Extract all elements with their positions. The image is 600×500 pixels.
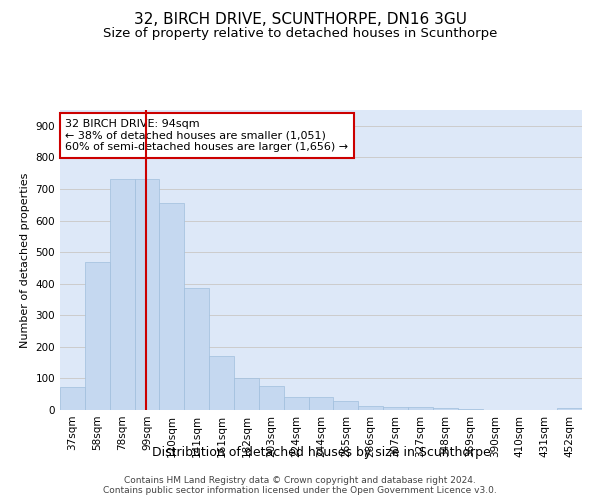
Bar xyxy=(358,406,383,410)
Text: 32, BIRCH DRIVE, SCUNTHORPE, DN16 3GU: 32, BIRCH DRIVE, SCUNTHORPE, DN16 3GU xyxy=(133,12,467,28)
Text: Distribution of detached houses by size in Scunthorpe: Distribution of detached houses by size … xyxy=(152,446,490,459)
Bar xyxy=(383,407,408,410)
Bar xyxy=(284,398,308,410)
Bar xyxy=(557,408,582,410)
Bar xyxy=(458,408,482,410)
Bar xyxy=(334,402,358,410)
Bar xyxy=(209,356,234,410)
Bar xyxy=(160,203,184,410)
Y-axis label: Number of detached properties: Number of detached properties xyxy=(20,172,30,348)
Bar xyxy=(308,398,334,410)
Bar xyxy=(184,288,209,410)
Text: 32 BIRCH DRIVE: 94sqm
← 38% of detached houses are smaller (1,051)
60% of semi-d: 32 BIRCH DRIVE: 94sqm ← 38% of detached … xyxy=(65,119,349,152)
Bar xyxy=(134,180,160,410)
Bar xyxy=(433,408,458,410)
Bar xyxy=(234,378,259,410)
Bar xyxy=(60,387,85,410)
Bar xyxy=(408,408,433,410)
Text: Contains HM Land Registry data © Crown copyright and database right 2024.
Contai: Contains HM Land Registry data © Crown c… xyxy=(103,476,497,495)
Bar xyxy=(85,262,110,410)
Bar xyxy=(259,386,284,410)
Bar xyxy=(110,180,134,410)
Text: Size of property relative to detached houses in Scunthorpe: Size of property relative to detached ho… xyxy=(103,28,497,40)
